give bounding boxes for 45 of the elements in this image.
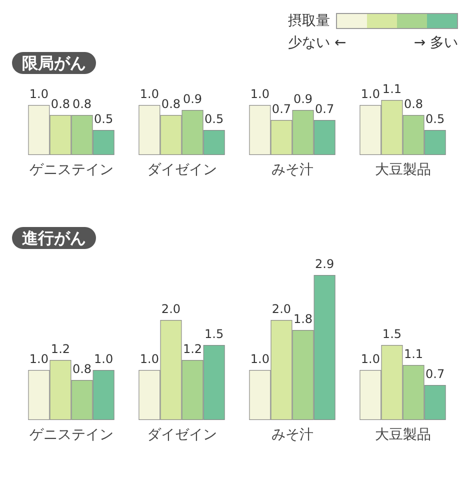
data-label: 1.0: [250, 87, 270, 101]
x-tick-label: みそ汁: [271, 162, 314, 178]
data-label: 0.8: [161, 97, 181, 111]
data-label: 1.8: [293, 312, 313, 326]
data-label: 1.5: [204, 327, 224, 341]
data-label: 1.0: [140, 87, 159, 101]
data-label: 0.8: [50, 97, 70, 111]
data-label: 1.0: [140, 352, 159, 366]
data-label: 1.1: [382, 82, 402, 96]
data-label: 0.8: [404, 97, 424, 111]
data-label: 0.5: [426, 112, 445, 126]
chart-title: 限局がん: [22, 54, 86, 72]
data-label: 2.0: [272, 302, 292, 316]
data-label: 0.8: [72, 362, 92, 376]
data-label: 1.0: [250, 352, 270, 366]
data-label: 0.5: [94, 112, 114, 126]
data-label: 0.9: [293, 92, 313, 106]
data-label: 0.5: [204, 112, 224, 126]
data-label: 2.0: [161, 302, 181, 316]
data-label: 1.0: [360, 352, 380, 366]
data-label: 2.9: [315, 257, 334, 271]
data-label: 0.7: [272, 102, 292, 116]
data-label: 0.8: [72, 97, 92, 111]
x-tick-label: ゲニステイン: [29, 427, 114, 443]
x-tick-label: 大豆製品: [374, 162, 431, 178]
x-tick-label: 大豆製品: [374, 427, 431, 443]
text: → 多い: [414, 34, 458, 52]
data-label: 1.2: [182, 342, 202, 356]
data-label: 1.5: [382, 327, 402, 341]
legend-title: 摂取量: [288, 12, 330, 30]
data-label: 1.2: [50, 342, 70, 356]
x-tick-label: ダイゼイン: [146, 162, 217, 178]
x-tick-label: ダイゼイン: [146, 427, 217, 443]
data-label: 1.0: [29, 352, 48, 366]
chart-title: 進行がん: [21, 228, 86, 248]
x-tick-label: みそ汁: [271, 427, 314, 443]
data-label: 1.0: [29, 87, 48, 101]
data-label: 1.0: [360, 87, 380, 101]
data-label: 0.7: [315, 102, 334, 116]
data-label: 0.7: [426, 367, 445, 381]
data-label: 1.0: [94, 352, 114, 366]
x-tick-label: ゲニステイン: [29, 162, 114, 178]
data-label: 0.9: [182, 92, 202, 106]
text: 少ない ←: [288, 34, 346, 52]
data-label: 1.1: [404, 347, 424, 361]
